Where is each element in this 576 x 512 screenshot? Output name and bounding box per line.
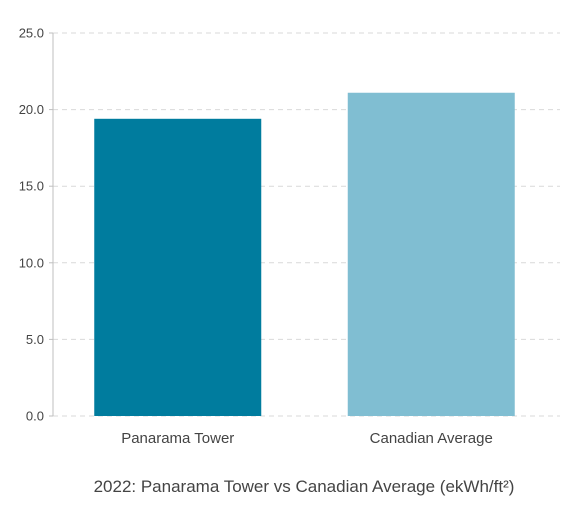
bar-panarama-tower xyxy=(94,118,262,417)
chart-caption: 2022: Panarama Tower vs Canadian Average… xyxy=(94,477,515,496)
y-tick-label: 10.0 xyxy=(19,255,44,270)
y-tick-label: 25.0 xyxy=(19,26,44,41)
x-category-label: Canadian Average xyxy=(370,430,493,447)
bar-canadian-average xyxy=(347,92,515,417)
y-tick-label: 5.0 xyxy=(26,332,44,347)
y-tick-label: 20.0 xyxy=(19,102,44,117)
bar-layer xyxy=(94,92,515,417)
x-category-label: Panarama Tower xyxy=(121,430,234,447)
y-tick-label: 15.0 xyxy=(19,179,44,194)
y-tick-label: 0.0 xyxy=(26,409,44,424)
axis-layer xyxy=(49,32,54,417)
label-layer: 0.0 5.0 10.0 15.0 20.0 25.0 Panarama Tower Cana… xyxy=(19,26,493,448)
